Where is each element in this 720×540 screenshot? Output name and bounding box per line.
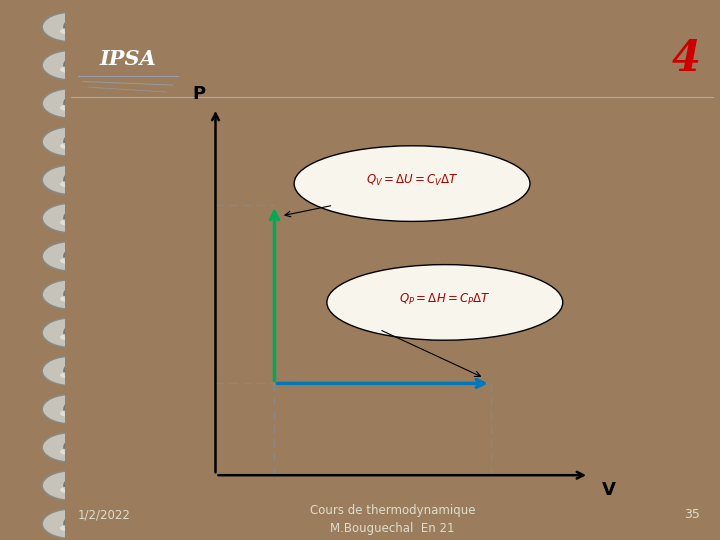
Ellipse shape [63,57,86,74]
Ellipse shape [42,127,101,157]
Ellipse shape [63,18,86,36]
Text: $Q_V = \Delta U = C_V \Delta T$: $Q_V = \Delta U = C_V \Delta T$ [366,173,459,188]
Text: IPSA: IPSA [99,49,156,69]
Ellipse shape [42,203,101,233]
Ellipse shape [42,318,101,348]
Ellipse shape [60,105,76,111]
Ellipse shape [42,356,101,386]
Ellipse shape [42,471,101,501]
Ellipse shape [60,258,76,264]
Ellipse shape [63,95,86,112]
Ellipse shape [60,487,76,493]
Ellipse shape [63,286,86,303]
Ellipse shape [60,181,76,187]
Ellipse shape [63,477,86,494]
Text: 35: 35 [685,508,701,521]
Ellipse shape [63,362,86,380]
Ellipse shape [63,438,86,456]
Ellipse shape [42,241,101,271]
Text: V: V [602,481,616,498]
Text: Cours de thermodynamique: Cours de thermodynamique [310,504,475,517]
Ellipse shape [42,12,101,42]
Text: 4: 4 [671,38,701,80]
Ellipse shape [42,50,101,80]
Ellipse shape [42,509,101,539]
Text: $Q_P = \Delta H = C_P \Delta T$: $Q_P = \Delta H = C_P \Delta T$ [399,292,491,307]
Ellipse shape [60,143,76,149]
Ellipse shape [63,515,86,532]
Ellipse shape [63,171,86,188]
Ellipse shape [42,89,101,118]
Ellipse shape [42,394,101,424]
Ellipse shape [42,280,101,309]
Text: 1/2/2022: 1/2/2022 [78,508,131,521]
Ellipse shape [294,146,530,221]
Ellipse shape [63,401,86,418]
Ellipse shape [63,248,86,265]
Ellipse shape [327,265,563,340]
Text: M.Bouguechal  En 21: M.Bouguechal En 21 [330,522,454,535]
Ellipse shape [60,525,76,531]
Ellipse shape [60,372,76,379]
Ellipse shape [60,334,76,340]
Ellipse shape [60,219,76,226]
Ellipse shape [63,133,86,150]
Ellipse shape [60,28,76,35]
Ellipse shape [63,210,86,227]
Ellipse shape [60,410,76,417]
Ellipse shape [42,165,101,195]
Ellipse shape [60,295,76,302]
Text: P: P [192,85,206,103]
Ellipse shape [63,324,86,341]
Ellipse shape [42,433,101,462]
Ellipse shape [60,66,76,73]
Ellipse shape [60,448,76,455]
